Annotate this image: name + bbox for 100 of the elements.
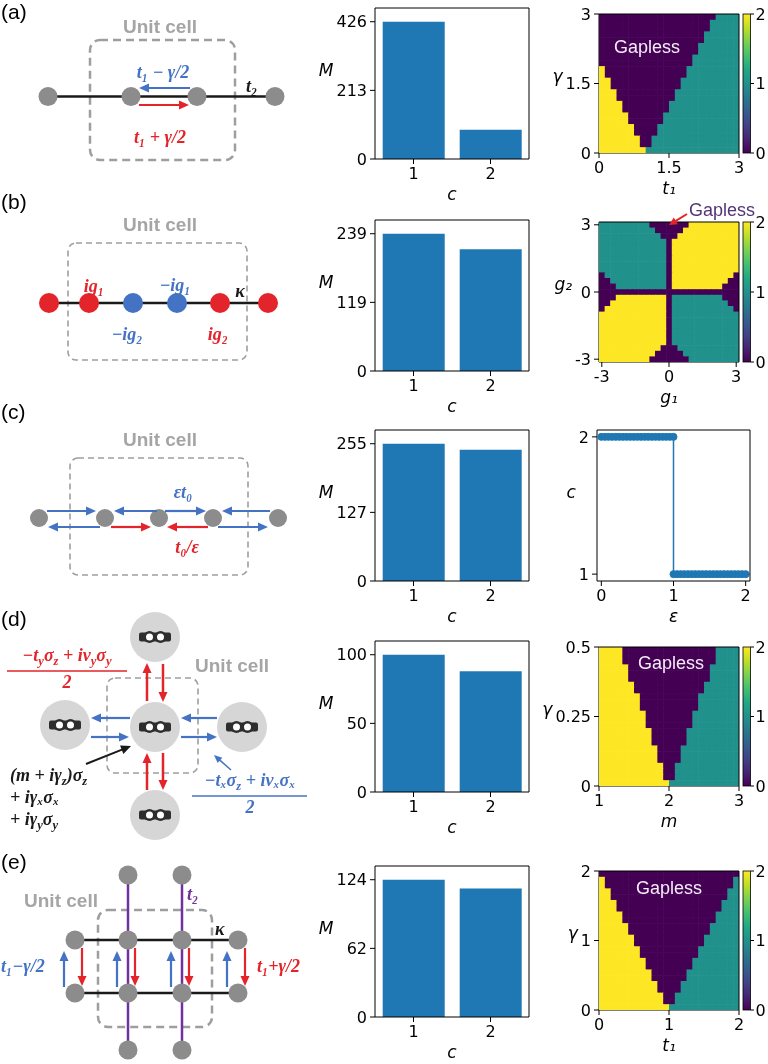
- x-tick-label: 2: [733, 1015, 745, 1035]
- y-tick-label: 239: [336, 224, 367, 244]
- y-tick-label: 0: [580, 143, 591, 163]
- text: + iγₓσₓ: [10, 787, 60, 807]
- y-tick-label: 3: [580, 215, 591, 235]
- x-tick-label: 1: [408, 1022, 419, 1042]
- y-axis-title: M: [318, 60, 334, 80]
- x-tick-label: -3: [593, 367, 610, 387]
- text: ig₂: [207, 324, 229, 344]
- y-axis-title: g₂: [554, 274, 573, 294]
- text: Unit cell: [24, 890, 98, 911]
- x-tick-label: 1: [663, 1015, 675, 1035]
- y-tick-label: 62: [346, 939, 367, 959]
- text: κ: [215, 919, 225, 939]
- x-tick-label: 0: [593, 158, 605, 178]
- y-tick-label: 1: [580, 931, 591, 951]
- x-tick-label: 1: [408, 376, 419, 396]
- x-tick-label: 2: [485, 586, 496, 606]
- color-bar-label: 1: [755, 74, 766, 93]
- text: −ig₂: [111, 324, 143, 344]
- y-tick-label: 0: [580, 1000, 591, 1020]
- x-tick-label: 0: [593, 1015, 605, 1035]
- x-axis-title: t₁: [662, 178, 676, 198]
- text: Unit cell: [123, 214, 197, 235]
- y-tick-label: 119: [336, 293, 367, 313]
- text: −ig₁: [159, 275, 191, 295]
- y-tick-label: 0: [580, 776, 591, 796]
- text: Unit cell: [123, 16, 197, 37]
- text: 2: [61, 672, 72, 692]
- y-axis-title: γ: [542, 699, 554, 719]
- y-axis-title: c: [566, 482, 577, 502]
- x-tick-label: 3: [733, 158, 745, 178]
- x-tick-label: 1: [408, 797, 419, 817]
- y-tick-label: 1.5: [565, 74, 591, 94]
- color-bar-label: 0: [755, 352, 766, 372]
- x-tick-label: 2: [485, 164, 496, 184]
- text: Unit cell: [195, 655, 269, 676]
- text: (m + iγ$_{z}$)σ$_{z}$: [10, 765, 88, 788]
- text: −t$_{y}$σ$_{z}$ + iv$_{y}$σ$_{y}$: [22, 645, 113, 668]
- text: Unit cell: [123, 429, 197, 450]
- x-axis-title: g₁: [660, 387, 678, 407]
- text: t₁−γ/2: [1, 956, 45, 976]
- y-tick-label: 127: [336, 503, 367, 523]
- annotation: Gapless: [637, 653, 705, 673]
- y-tick-label: 100: [336, 645, 367, 665]
- y-tick-label: 2: [578, 427, 589, 447]
- color-bar-label: 2: [755, 861, 766, 881]
- x-tick-label: 1: [668, 586, 679, 606]
- text: Gapless: [689, 200, 756, 220]
- text: (e): [1, 850, 27, 873]
- annotation: Gapless: [635, 878, 703, 898]
- x-tick-label: 3: [733, 791, 745, 811]
- y-tick-label: 426: [336, 12, 367, 32]
- color-bar-label: 2: [755, 4, 766, 24]
- y-tick-label: 0.25: [555, 707, 591, 727]
- x-tick-label: 0: [596, 586, 607, 606]
- y-tick-label: 3: [580, 4, 591, 24]
- color-bar-label: 0: [755, 143, 766, 163]
- x-tick-label: 2: [485, 376, 496, 396]
- x-axis-title: c: [447, 396, 458, 416]
- text: + iγ$_{y}$σ$_{y}$: [10, 809, 59, 832]
- x-axis-title: m: [660, 811, 678, 831]
- x-tick-label: 1: [408, 586, 419, 606]
- x-tick-label: 2: [485, 797, 496, 817]
- y-axis-title: M: [318, 482, 334, 502]
- y-tick-label: 124: [336, 870, 367, 890]
- color-bar-label: 1: [755, 282, 766, 302]
- x-axis-title: c: [447, 184, 458, 204]
- x-axis-title: c: [447, 606, 458, 626]
- text: t₁ − γ/2: [136, 62, 190, 82]
- y-axis-title: M: [318, 272, 334, 292]
- x-tick-label: 0: [663, 367, 675, 387]
- text: t₂: [246, 76, 258, 96]
- color-bar-label: 1: [755, 707, 766, 726]
- x-tick-label: 2: [740, 586, 751, 606]
- text: t₀/ε: [175, 537, 200, 557]
- text: (c): [1, 400, 26, 423]
- text: κ: [235, 281, 246, 301]
- y-tick-label: 1: [578, 564, 589, 584]
- x-axis-title: ε: [668, 606, 679, 626]
- text: εt₀: [173, 482, 193, 502]
- y-tick-label: 255: [336, 434, 367, 454]
- x-axis-title: c: [447, 817, 458, 837]
- text: t₂: [187, 884, 199, 904]
- text: t₁+γ/2: [257, 956, 301, 976]
- color-bar-label: 0: [755, 1000, 766, 1020]
- x-tick-label: 1.5: [656, 158, 682, 178]
- y-tick-label: 0.5: [565, 637, 591, 657]
- text: (d): [1, 607, 27, 630]
- y-axis-title: M: [318, 918, 334, 938]
- x-tick-label: 2: [485, 1022, 496, 1042]
- y-tick-label: 0: [356, 571, 367, 591]
- x-tick-label: 1: [408, 164, 419, 184]
- color-bar-label: 1: [755, 931, 766, 950]
- x-axis-title: c: [447, 1042, 458, 1062]
- y-tick-label: 0: [580, 282, 591, 302]
- y-tick-label: 50: [346, 714, 367, 734]
- y-tick-label: 213: [336, 81, 367, 101]
- text: (b): [1, 190, 27, 213]
- y-tick-label: -3: [575, 349, 591, 369]
